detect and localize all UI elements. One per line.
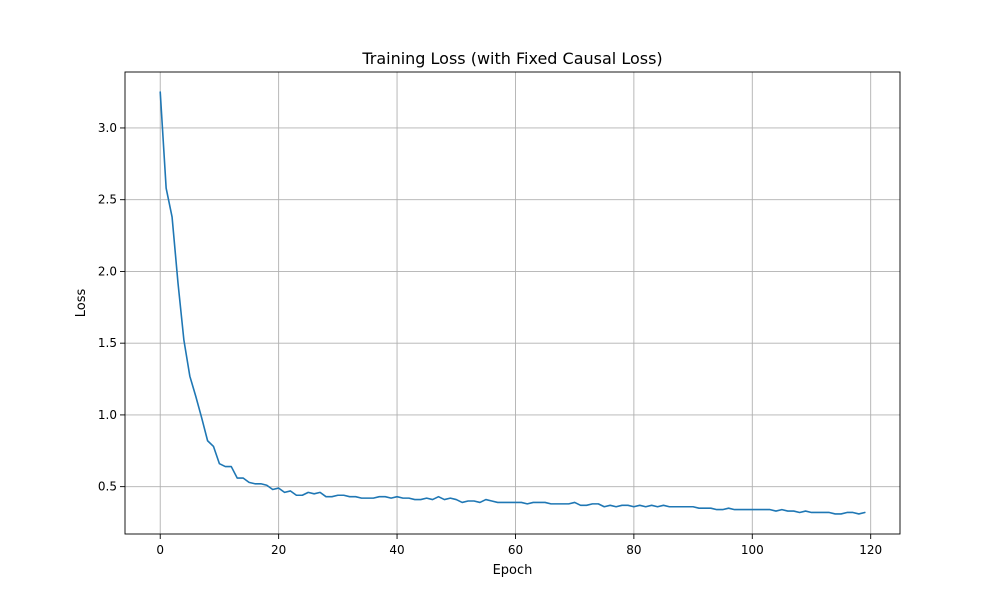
- loss-series-line: [159, 91, 866, 515]
- y-tick-label: 3.0: [98, 121, 117, 135]
- chart-title: Training Loss (with Fixed Causal Loss): [361, 49, 662, 68]
- y-tick-label: 2.5: [98, 193, 117, 207]
- y-tick-label: 2.0: [98, 264, 117, 278]
- x-tick-label: 40: [389, 543, 404, 557]
- x-tick-label: 0: [156, 543, 164, 557]
- x-axis-label: Epoch: [493, 563, 533, 578]
- x-tick-label: 80: [626, 543, 641, 557]
- y-grid: [125, 127, 900, 488]
- y-tick-label: 1.5: [98, 336, 117, 350]
- y-tick-label: 0.5: [98, 480, 117, 494]
- plot-frame: [124, 71, 901, 535]
- x-grid: [159, 72, 872, 534]
- x-axis-ticks: 0 20 40 60 80 100 120: [156, 534, 882, 557]
- x-tick-label: 60: [508, 543, 523, 557]
- x-tick-label: 100: [741, 543, 764, 557]
- y-tick-label: 1.0: [98, 408, 117, 422]
- x-tick-label: 20: [271, 543, 286, 557]
- y-axis-ticks: 0.5 1.0 1.5 2.0 2.5 3.0: [98, 121, 125, 494]
- y-axis-label: Loss: [74, 289, 89, 318]
- x-tick-label: 120: [859, 543, 882, 557]
